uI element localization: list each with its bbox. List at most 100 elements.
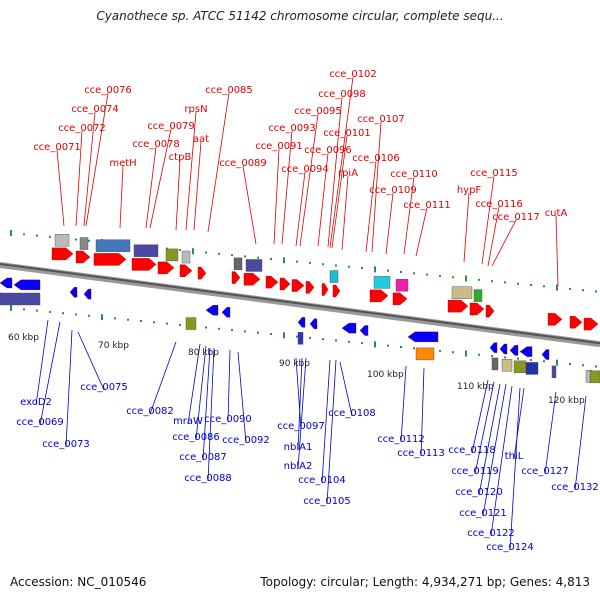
forward-gene-arrow <box>265 275 279 289</box>
tick-mark <box>36 234 38 237</box>
gene-label: cce_0093 <box>268 123 316 134</box>
tick-mark <box>244 330 246 333</box>
gene-label: cce_0089 <box>219 158 267 169</box>
leader-line <box>297 357 303 451</box>
leader-line <box>574 395 587 491</box>
leader-line <box>513 387 525 460</box>
tick-mark <box>374 341 376 348</box>
gene-label: mraW <box>173 416 203 427</box>
gene-label: thiL <box>505 451 524 462</box>
leader-line <box>317 152 329 247</box>
gene-label: cce_0122 <box>467 528 515 539</box>
leader-line <box>149 128 172 229</box>
tick-mark <box>465 350 467 357</box>
gene-label: cce_0106 <box>352 153 400 164</box>
feature-layer <box>0 234 600 384</box>
reverse-gene-arrow <box>83 288 92 300</box>
gene-label: cce_0086 <box>172 432 220 443</box>
leader-line <box>331 135 348 249</box>
tick-mark <box>517 282 519 285</box>
tick-mark <box>569 362 571 365</box>
tick-mark <box>413 347 415 350</box>
gene-label: cce_0091 <box>255 141 303 152</box>
leader-line <box>415 207 428 257</box>
feature-block <box>245 259 263 272</box>
leader-line <box>202 347 211 461</box>
forward-gene-arrow <box>93 253 127 266</box>
gene-label: cce_0069 <box>16 417 64 428</box>
reverse-gene-arrow <box>221 307 231 318</box>
reverse-gene-arrow <box>407 331 439 343</box>
tick-mark <box>296 260 298 263</box>
tick-mark <box>452 351 454 354</box>
tick-mark <box>179 248 181 251</box>
gene-label: cce_0082 <box>126 406 174 417</box>
gene-label: cce_0109 <box>369 185 417 196</box>
tick-mark <box>231 329 233 332</box>
tick-mark <box>270 258 272 260</box>
forward-gene-arrow <box>332 284 341 298</box>
gene-label: cce_0092 <box>222 435 270 446</box>
scale-layer: 60 kbp 70 kbp 80 kbp 90 kbp 100 kbp 110 kbp 12… <box>8 333 585 406</box>
gene-label: cce_0094 <box>281 164 329 175</box>
gene-label: cce_0124 <box>486 542 534 553</box>
reverse-gene-arrow <box>13 279 41 291</box>
accession-text: Accession: NC_010546 <box>10 575 147 589</box>
reverse-gene-arrow <box>69 287 78 298</box>
tick-mark <box>166 247 168 250</box>
gene-label: cce_0107 <box>357 114 405 125</box>
tick-mark <box>309 336 311 339</box>
feature-block <box>329 270 339 283</box>
tick-mark <box>556 359 558 366</box>
gene-label: hypF <box>457 185 482 196</box>
tick-mark <box>309 261 311 264</box>
feature-block <box>54 234 70 247</box>
tick-mark <box>205 251 207 254</box>
tick-mark <box>322 338 324 341</box>
gene-label: rpiA <box>338 168 358 179</box>
leader-line <box>119 165 124 229</box>
tick-mark <box>439 274 441 277</box>
leader-line <box>35 319 49 406</box>
tick-mark <box>491 280 493 283</box>
gene-label: cce_0115 <box>470 168 518 179</box>
feature-block <box>513 360 527 374</box>
feature-block <box>589 370 600 384</box>
gene-label: cce_0102 <box>329 69 377 80</box>
leader-line <box>400 365 407 443</box>
feature-block <box>0 292 41 306</box>
tick-mark <box>491 355 493 358</box>
gene-label: cce_0132 <box>551 482 599 493</box>
tick-mark <box>218 327 220 330</box>
leader-line <box>149 341 177 415</box>
gene-label: aat <box>193 134 209 145</box>
gene-label: cce_0097 <box>277 421 325 432</box>
tick-mark <box>387 269 389 272</box>
leader-line <box>145 146 157 229</box>
tick-mark <box>543 360 545 363</box>
leader-line <box>77 331 105 391</box>
tick-mark <box>504 356 506 359</box>
reverse-gene-arrow <box>309 318 318 330</box>
leader-line <box>281 130 293 245</box>
leader-line <box>385 192 394 255</box>
tick-mark <box>478 278 480 281</box>
tick-mark <box>413 272 415 275</box>
map-title: Cyanothece sp. ATCC 51142 chromosome cir… <box>96 9 504 23</box>
feature-block <box>525 362 539 375</box>
gene-label: cce_0076 <box>84 85 132 96</box>
leader-line <box>85 92 109 227</box>
gene-label: cce_0085 <box>205 85 253 96</box>
forward-gene-arrow <box>279 277 291 291</box>
tick-mark <box>283 332 285 339</box>
gene-label: cce_0111 <box>403 200 451 211</box>
gene-label-layer: cce_0076 cce_0074 cce_0072 cce_0071 metH cce_… <box>16 69 599 553</box>
leader-line <box>371 121 382 253</box>
forward-gene-arrow <box>392 292 408 306</box>
tick-mark <box>595 290 597 293</box>
gene-label: cce_0079 <box>147 121 195 132</box>
gene-label: cce_0127 <box>521 466 569 477</box>
gene-label: cce_0119 <box>451 466 499 477</box>
tick-mark <box>530 359 532 361</box>
